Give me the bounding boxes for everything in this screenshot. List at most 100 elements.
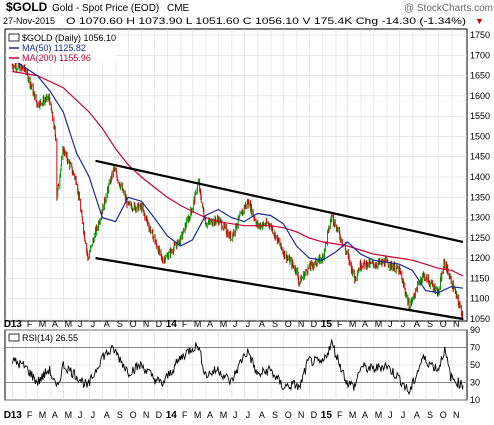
x-tick-label: A — [362, 319, 368, 329]
x-axis-middle: 13D F M A M J J A S O N D 14 F M A M J J A S O N D 15 F M A M J J A S O N — [4, 319, 460, 330]
x-tick-label: M — [375, 410, 383, 420]
x-tick-label: N — [298, 319, 305, 329]
channel-upper-line — [95, 159, 464, 243]
x-tick-label: J — [388, 319, 393, 329]
x-tick-label: 15 — [321, 410, 333, 421]
x-tick-label: S — [117, 319, 123, 329]
x-axis-bottom: 13D F M A M J J A S O N D 14 F M A M J J A S O N D 15 F M A M J J A S O N — [4, 410, 460, 421]
price-panel: 1050 1100 1150 1200 1250 1300 1350 1400 1450 1500… — [4, 28, 490, 324]
rsi-legend-box — [7, 332, 77, 343]
rsi-legend-swatch — [8, 333, 20, 342]
x-tick-label: A — [207, 319, 213, 329]
quote-date: 27-Nov-2015 — [3, 16, 55, 26]
x-tick-label: A — [52, 410, 58, 420]
price-legend: $GOLD (Daily) 1056.10 — [22, 33, 116, 43]
x-tick-label: O — [130, 319, 137, 329]
price-y-tick-label: 1250 — [470, 233, 490, 243]
x-tick-label: M — [375, 319, 383, 329]
chart-title: Gold - Spot Price (EOD) — [52, 3, 159, 14]
price-y-tick-label: 1550 — [470, 111, 490, 121]
x-tick-label: M — [220, 410, 228, 420]
x-tick-label: M — [220, 319, 228, 329]
x-tick-label: J — [78, 319, 83, 329]
rsi-grid — [5, 329, 467, 401]
rsi-y-tick-label: 90 — [470, 325, 480, 335]
x-tick-label: F — [182, 410, 188, 420]
x-tick-label: 14 — [166, 410, 178, 421]
rsi-line — [11, 339, 464, 396]
x-tick-label: O — [285, 410, 292, 420]
x-tick-label: J — [233, 319, 238, 329]
x-tick-label: F — [337, 410, 343, 420]
price-y-axis: 1050 1100 1150 1200 1250 1300 1350 1400 1450 1500… — [470, 30, 490, 324]
x-tick-label: F — [27, 410, 33, 420]
x-tick-label: 14 — [166, 319, 178, 330]
x-tick-label: A — [259, 319, 265, 329]
x-tick-label: M — [65, 319, 73, 329]
ma50-legend: MA(50) 1125.82 — [22, 43, 86, 53]
rsi-series — [11, 339, 464, 396]
x-tick-label: J — [246, 319, 251, 329]
quote-values: O 1070.60 H 1073.90 L 1051.60 C 1056.10 … — [66, 16, 466, 26]
x-tick-year-prefix: D — [4, 319, 11, 330]
x-tick-label: F — [337, 319, 343, 329]
price-y-tick-label: 1050 — [470, 314, 490, 324]
x-tick-label: A — [259, 410, 265, 420]
price-y-tick-label: 1100 — [470, 294, 489, 304]
x-tick-label: D — [311, 319, 318, 329]
x-tick-label: J — [401, 319, 406, 329]
x-tick-label: 13 — [11, 410, 23, 421]
rsi-y-axis: 10 30 50 70 90 — [470, 325, 480, 405]
price-y-tick-label: 1150 — [470, 273, 489, 283]
ma200-line — [12, 70, 464, 277]
x-tick-label: D — [156, 410, 163, 420]
x-tick-label: F — [27, 319, 33, 329]
x-tick-label: S — [427, 410, 433, 420]
price-legend-swatch — [8, 33, 20, 42]
x-tick-label: S — [272, 319, 278, 329]
price-y-tick-label: 1650 — [470, 71, 490, 81]
x-tick-label: A — [104, 410, 110, 420]
ma200-legend: MA(200) 1155.96 — [22, 53, 91, 63]
x-tick-label: A — [52, 319, 58, 329]
price-series — [11, 58, 464, 320]
x-tick-label: D — [156, 319, 163, 329]
x-tick-label: J — [233, 410, 238, 420]
price-y-tick-label: 1300 — [470, 213, 490, 223]
legend-box — [7, 31, 117, 63]
x-tick-label: A — [207, 410, 213, 420]
x-tick-label: N — [453, 410, 460, 420]
price-grid — [5, 29, 467, 321]
x-tick-label: M — [349, 410, 357, 420]
x-tick-label: N — [453, 319, 460, 329]
x-tick-label: N — [143, 319, 150, 329]
x-tick-label: M — [39, 410, 47, 420]
x-tick-label: F — [182, 319, 188, 329]
price-y-tick-label: 1450 — [470, 152, 490, 162]
rsi-y-tick-label: 10 — [470, 395, 480, 405]
rsi-y-tick-label: 50 — [470, 360, 480, 370]
exchange-label: CME — [167, 3, 190, 14]
price-y-tick-label: 1400 — [470, 172, 490, 182]
price-y-tick-label: 1500 — [470, 131, 490, 141]
x-tick-label: M — [194, 410, 202, 420]
x-tick-label: O — [285, 319, 292, 329]
price-y-tick-label: 1750 — [470, 30, 490, 40]
x-tick-label: A — [414, 319, 420, 329]
x-tick-year-prefix: D — [4, 410, 11, 421]
x-tick-label: D — [311, 410, 318, 420]
x-tick-label: M — [194, 319, 202, 329]
price-y-tick-label: 1200 — [470, 253, 490, 263]
price-y-tick-label: 1600 — [470, 91, 490, 101]
x-tick-label: M — [65, 410, 73, 420]
x-tick-label: A — [362, 410, 368, 420]
x-tick-label: M — [39, 319, 47, 329]
x-tick-label: J — [91, 410, 96, 420]
x-tick-label: J — [388, 410, 393, 420]
x-tick-label: J — [91, 319, 96, 329]
x-tick-label: O — [130, 410, 137, 420]
channel-lower-line — [95, 257, 464, 321]
rsi-y-tick-label: 30 — [470, 378, 480, 388]
x-tick-label: O — [440, 410, 447, 420]
